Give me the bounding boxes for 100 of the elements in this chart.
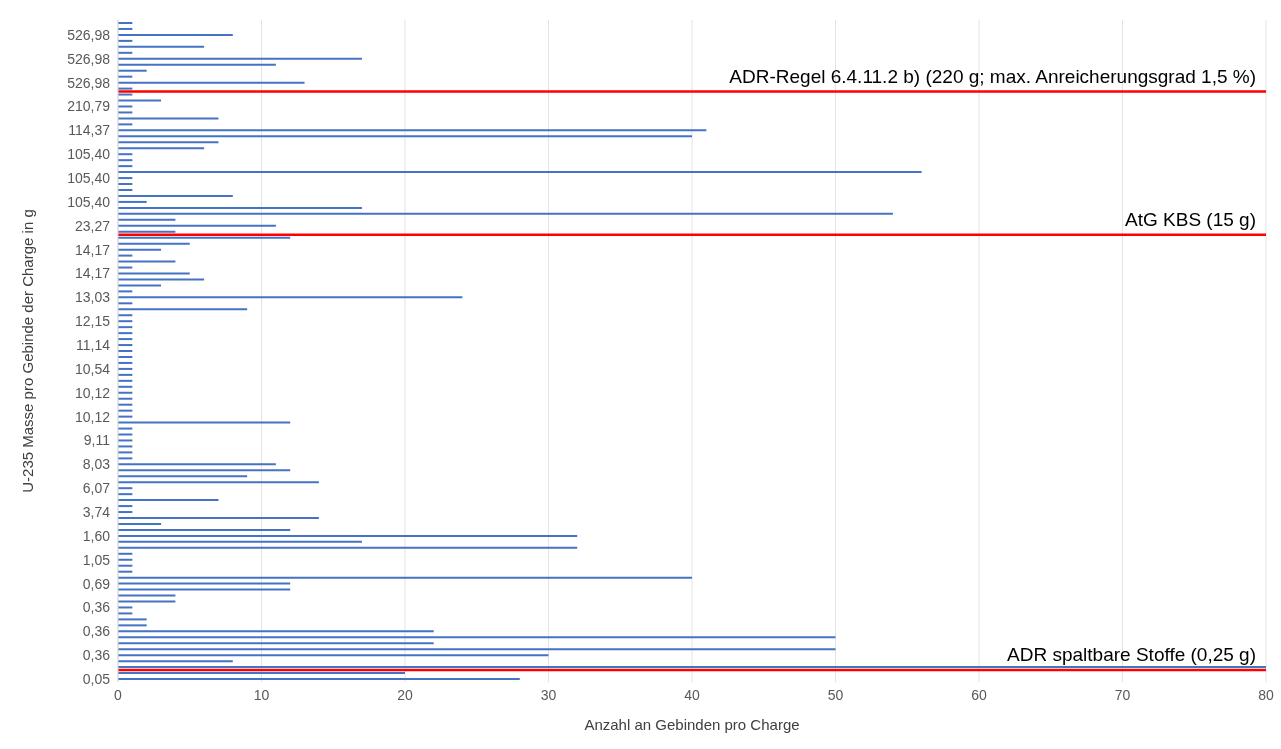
bar <box>118 570 133 573</box>
bar <box>118 308 248 311</box>
bar <box>118 624 147 627</box>
bar <box>118 87 133 90</box>
bar <box>118 487 133 490</box>
bar <box>118 493 133 496</box>
y-axis-title: U-235 Masse pro Gebinde der Charge in g <box>19 209 37 493</box>
bar <box>118 63 276 66</box>
bar <box>118 248 162 251</box>
y-tick-label: 1,60 <box>82 527 111 544</box>
bar <box>118 522 162 525</box>
bar <box>118 153 133 156</box>
bar <box>118 361 133 364</box>
y-tick-label: 10,12 <box>74 384 111 401</box>
x-tick-label: 40 <box>684 686 700 703</box>
bar <box>118 22 133 24</box>
bar <box>118 546 578 549</box>
bar <box>118 75 133 78</box>
bar <box>118 588 291 591</box>
bar <box>118 636 836 639</box>
bar <box>118 332 133 335</box>
bar <box>118 505 133 508</box>
bar <box>118 451 133 454</box>
bar <box>118 439 133 442</box>
annotation: ADR spaltbare Stoffe (0,25 g) <box>1007 644 1256 666</box>
y-tick-label: 105,40 <box>67 193 111 210</box>
bar <box>118 260 176 263</box>
bar <box>118 183 133 186</box>
bar <box>118 326 133 329</box>
bar <box>118 528 291 531</box>
y-tick-label: 10,12 <box>74 408 111 425</box>
x-tick-label: 60 <box>971 686 987 703</box>
bar <box>118 290 133 293</box>
bar <box>118 147 205 150</box>
bar <box>118 206 362 209</box>
bar <box>118 159 133 162</box>
bar <box>118 93 133 96</box>
y-tick-label: 13,03 <box>74 289 111 306</box>
y-tick-label: 105,40 <box>67 170 111 187</box>
bar <box>118 272 190 275</box>
bar <box>118 648 836 651</box>
bar <box>118 284 162 287</box>
y-tick-label: 526,98 <box>67 74 111 91</box>
x-tick-label: 80 <box>1258 686 1274 703</box>
bar <box>118 33 233 36</box>
bar <box>118 27 133 30</box>
bar <box>118 69 147 72</box>
bar <box>118 45 205 48</box>
bar <box>118 350 133 353</box>
bar <box>118 117 219 120</box>
bar <box>118 81 305 84</box>
bar <box>118 457 133 460</box>
bar <box>118 266 133 269</box>
y-tick-label: 8,03 <box>82 456 111 473</box>
y-tick-label: 1,05 <box>82 551 111 568</box>
y-tick-label: 6,07 <box>82 480 111 497</box>
bar <box>118 499 219 502</box>
bar <box>118 463 276 466</box>
y-tick-label: 105,40 <box>67 146 111 163</box>
bar <box>118 517 319 520</box>
bar <box>118 672 405 675</box>
bar <box>118 129 707 132</box>
bar <box>118 194 233 197</box>
y-tick-label: 0,36 <box>82 623 111 640</box>
bar <box>118 576 692 579</box>
bar <box>118 534 578 537</box>
y-tick-label: 526,98 <box>67 26 111 43</box>
bar <box>118 397 133 400</box>
x-tick-label: 50 <box>827 686 844 703</box>
bar <box>118 481 319 484</box>
bar <box>118 678 520 681</box>
bar <box>118 230 176 233</box>
bar <box>118 600 176 603</box>
bar <box>118 391 133 394</box>
bar <box>118 177 133 180</box>
bar <box>118 141 219 144</box>
bar <box>118 367 133 370</box>
bar <box>118 654 549 657</box>
bar <box>118 302 133 305</box>
y-tick-label: 14,17 <box>74 265 111 282</box>
bar <box>118 236 291 239</box>
y-tick-label: 114,37 <box>68 122 111 139</box>
bar <box>118 212 893 215</box>
x-axis-title: Anzahl an Gebinden pro Charge <box>584 716 800 733</box>
bar <box>118 171 922 174</box>
bar <box>118 296 463 299</box>
bar <box>118 642 434 645</box>
bar <box>118 51 133 54</box>
x-tick-label: 0 <box>114 686 123 703</box>
bar <box>118 540 362 543</box>
bar <box>118 475 248 478</box>
bar <box>118 552 133 555</box>
bar <box>118 660 233 663</box>
bar <box>118 99 162 102</box>
bar <box>118 320 133 323</box>
annotation: ADR-Regel 6.4.11.2 b) (220 g; max. Anreicherungsgrad 1,5 %) <box>729 65 1256 87</box>
bar <box>118 618 147 621</box>
y-tick-label: 0,69 <box>82 575 111 592</box>
bar <box>118 338 133 341</box>
bar <box>118 564 133 567</box>
